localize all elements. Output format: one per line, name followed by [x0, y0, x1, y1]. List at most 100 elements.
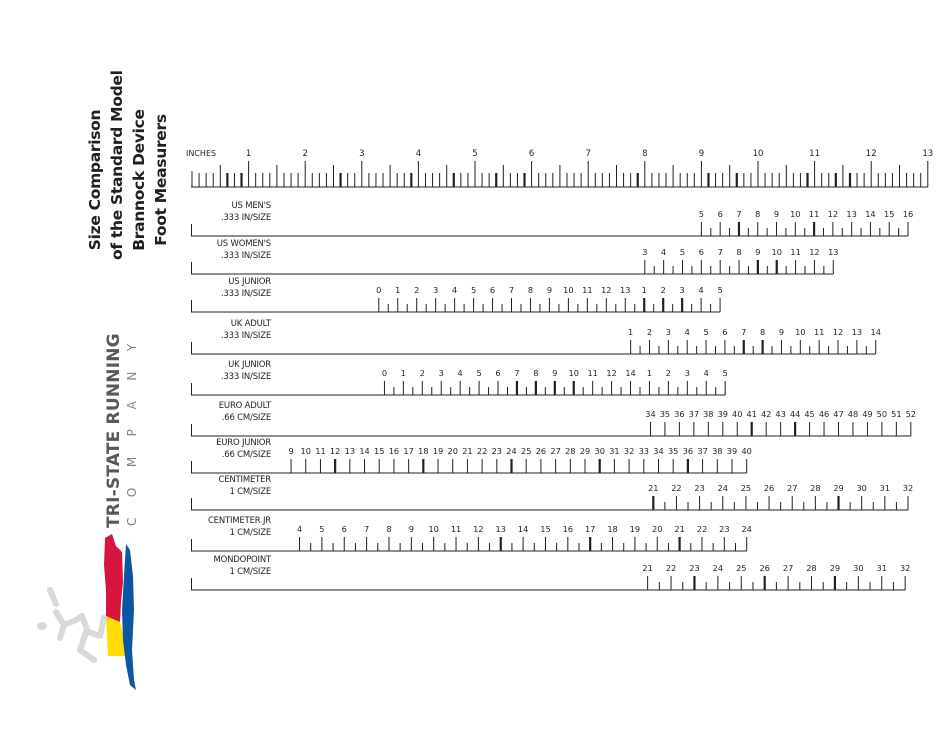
size-number: 43: [775, 409, 785, 419]
size-number: 9: [409, 524, 414, 534]
size-number: 5: [476, 368, 481, 378]
size-number: 10: [790, 209, 800, 219]
size-number: 9: [547, 285, 552, 295]
size-number: 5: [699, 209, 704, 219]
size-number: 23: [719, 524, 729, 534]
scale-name: EURO ADULT: [218, 401, 271, 411]
size-number: 25: [741, 483, 751, 493]
size-number: 14: [871, 327, 881, 337]
size-number: 33: [639, 446, 649, 456]
scale-label-9: MONDOPOINT 1 CM/SIZE: [131, 554, 272, 578]
size-number: 37: [697, 446, 707, 456]
size-number: 26: [759, 563, 769, 573]
size-number: 48: [848, 409, 858, 419]
scale-label-6: EURO JUNIOR .66 CM/SIZE: [131, 437, 271, 461]
size-number: 11: [451, 524, 461, 534]
size-number: 8: [533, 368, 538, 378]
scale-unit: .333 IN/SIZE: [220, 372, 271, 382]
scale-label-8: CENTIMETER JR 1 CM/SIZE: [131, 515, 271, 539]
size-number: 26: [536, 446, 546, 456]
scale-label-5: EURO ADULT .66 CM/SIZE: [131, 400, 271, 424]
size-number: 7: [514, 368, 519, 378]
inches-label: INCHES: [186, 149, 216, 158]
size-number: 42: [761, 409, 771, 419]
size-number: 18: [418, 446, 428, 456]
size-number: 12: [601, 285, 611, 295]
size-number: 16: [903, 209, 913, 219]
size-number: 20: [652, 524, 662, 534]
size-number: 38: [712, 446, 722, 456]
size-number: 3: [642, 247, 647, 257]
size-number: 8: [386, 524, 391, 534]
scale-label-3: UK ADULT .333 IN/SIZE: [131, 318, 271, 342]
scale-label-4: UK JUNIOR .333 IN/SIZE: [131, 359, 271, 383]
size-number: 8: [736, 247, 741, 257]
size-number: 39: [727, 446, 737, 456]
size-number: 27: [783, 563, 793, 573]
scale-unit: .333 IN/SIZE: [220, 213, 271, 223]
inch-tick-label: 10: [753, 149, 764, 159]
size-number: 2: [414, 285, 419, 295]
size-number: 13: [620, 285, 630, 295]
size-number: 12: [606, 368, 616, 378]
size-number: 9: [755, 247, 760, 257]
size-number: 22: [477, 446, 487, 456]
size-number: 10: [301, 446, 311, 456]
size-number: 7: [736, 209, 741, 219]
inch-tick-label: 13: [922, 149, 933, 159]
size-number: 44: [790, 409, 800, 419]
size-number: 37: [689, 409, 699, 419]
size-number: 12: [809, 247, 819, 257]
size-number: 10: [772, 247, 782, 257]
scale-label-1: US WOMEN'S .333 IN/SIZE: [131, 238, 271, 262]
size-number: 4: [297, 524, 302, 534]
scale-name: EURO JUNIOR: [216, 438, 271, 448]
size-number: 3: [439, 368, 444, 378]
size-number: 45: [804, 409, 814, 419]
inch-tick-label: 1: [246, 149, 251, 159]
size-number: 5: [319, 524, 324, 534]
size-number: 4: [704, 368, 709, 378]
size-number: 8: [528, 285, 533, 295]
size-number: 12: [828, 209, 838, 219]
size-number: 23: [689, 563, 699, 573]
size-number: 11: [790, 247, 800, 257]
size-number: 16: [389, 446, 399, 456]
size-number: 2: [666, 368, 671, 378]
size-number: 4: [699, 285, 704, 295]
size-number: 17: [403, 446, 413, 456]
size-number: 28: [806, 563, 816, 573]
size-number: 26: [764, 483, 774, 493]
size-number: 24: [506, 446, 516, 456]
size-number: 4: [458, 368, 463, 378]
inch-tick-label: 3: [359, 149, 364, 159]
size-number: 7: [718, 247, 723, 257]
size-number: 11: [582, 285, 592, 295]
inch-tick-label: 9: [699, 149, 704, 159]
size-number: 39: [718, 409, 728, 419]
scale-unit: .333 IN/SIZE: [220, 289, 271, 299]
size-number: 21: [462, 446, 472, 456]
size-number: 14: [518, 524, 528, 534]
size-number: 13: [852, 327, 862, 337]
size-number: 6: [342, 524, 347, 534]
size-number: 25: [521, 446, 531, 456]
size-number: 20: [448, 446, 458, 456]
scale-name: US MEN'S: [231, 201, 271, 211]
scale-unit: .66 CM/SIZE: [221, 450, 271, 460]
size-number: 5: [703, 327, 708, 337]
scale-label-0: US MEN'S .333 IN/SIZE: [131, 200, 271, 224]
size-number: 23: [694, 483, 704, 493]
size-number: 38: [703, 409, 713, 419]
size-number: 21: [642, 563, 652, 573]
size-number: 46: [819, 409, 829, 419]
size-number: 1: [628, 327, 633, 337]
size-number: 15: [540, 524, 550, 534]
size-number: 6: [490, 285, 495, 295]
size-number: 5: [680, 247, 685, 257]
runner-logo-icon: [37, 534, 136, 690]
size-number: 7: [509, 285, 514, 295]
size-number: 8: [760, 327, 765, 337]
size-number: 35: [668, 446, 678, 456]
size-number: 50: [877, 409, 887, 419]
